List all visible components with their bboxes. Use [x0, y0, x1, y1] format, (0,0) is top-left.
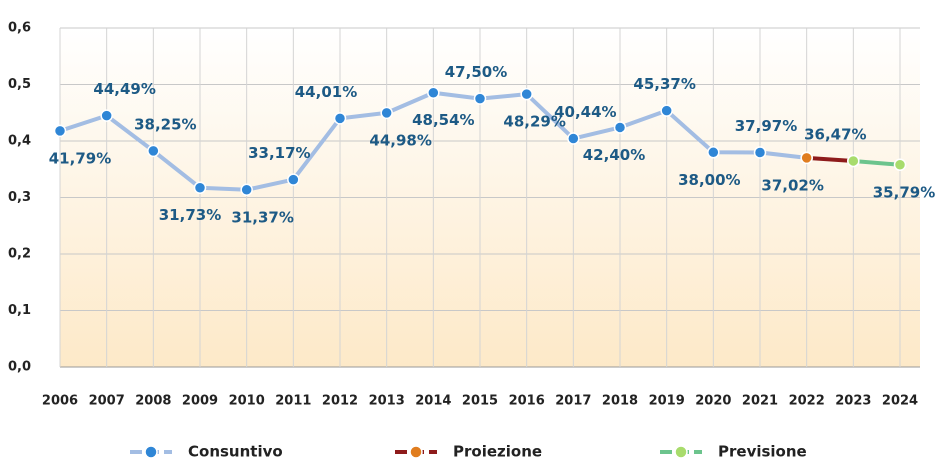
value-label: 35,79%	[873, 183, 935, 201]
x-tick-label: 2009	[182, 394, 218, 409]
value-label: 38,25%	[134, 115, 196, 133]
value-label: 38,00%	[678, 171, 740, 189]
value-label: 47,50%	[445, 63, 507, 81]
point	[800, 151, 813, 165]
value-label: 48,29%	[503, 113, 565, 131]
point	[847, 154, 860, 168]
point	[707, 146, 720, 159]
point	[240, 183, 253, 197]
point	[660, 104, 673, 117]
point	[427, 86, 440, 99]
value-label: 48,54%	[412, 111, 474, 129]
point	[473, 92, 487, 105]
x-tick-label: 2020	[695, 394, 731, 409]
point	[520, 87, 533, 101]
x-tick-label: 2024	[882, 394, 918, 409]
x-tick-label: 2023	[835, 394, 871, 409]
y-tick-label: 0,2	[8, 247, 31, 262]
y-tick-label: 0,4	[8, 134, 31, 149]
point	[567, 132, 580, 145]
point	[193, 181, 207, 194]
x-tick-label: 2006	[42, 394, 78, 409]
point	[147, 144, 160, 158]
value-label: 44,49%	[93, 80, 155, 98]
value-label: 37,97%	[735, 117, 797, 135]
x-tick-label: 2019	[649, 394, 685, 409]
value-label: 36,47%	[804, 125, 866, 143]
x-tick-label: 2007	[89, 394, 125, 409]
value-label: 41,79%	[49, 149, 111, 167]
value-label: 40,44%	[554, 103, 616, 121]
legend-marker	[674, 445, 688, 459]
y-tick-label: 0,0	[8, 360, 31, 375]
point	[380, 106, 393, 120]
x-tick-label: 2015	[462, 394, 498, 409]
series-line	[806, 155, 854, 163]
x-tick-label: 2018	[602, 394, 638, 409]
point	[613, 121, 627, 134]
point	[287, 173, 300, 186]
point	[893, 158, 907, 172]
value-label: 45,37%	[633, 75, 695, 93]
x-tick-label: 2022	[789, 394, 825, 409]
x-tick-label: 2017	[555, 394, 591, 409]
value-label: 37,02%	[761, 176, 823, 194]
y-tick-label: 0,6	[8, 21, 31, 36]
x-tick-label: 2008	[135, 394, 171, 409]
point	[753, 146, 767, 159]
x-tick-label: 2014	[415, 394, 451, 409]
value-label: 42,40%	[583, 146, 645, 164]
x-tick-label: 2021	[742, 394, 778, 409]
legend-marker	[409, 445, 423, 459]
point	[333, 112, 347, 125]
legend-marker	[144, 445, 158, 459]
x-tick-label: 2010	[229, 394, 265, 409]
point	[100, 109, 113, 122]
y-tick-label: 0,3	[8, 190, 31, 205]
point	[53, 124, 67, 138]
x-tick-label: 2013	[369, 394, 405, 409]
value-label: 44,01%	[295, 83, 357, 101]
series-line	[853, 158, 901, 167]
x-tick-label: 2011	[275, 394, 311, 409]
value-label: 31,73%	[159, 206, 221, 224]
x-tick-label: 2016	[509, 394, 545, 409]
legend-label: Consuntivo	[188, 443, 283, 461]
y-tick-label: 0,5	[8, 77, 31, 92]
legend-label: Previsione	[718, 443, 807, 461]
value-label: 31,37%	[231, 208, 293, 226]
y-tick-label: 0,1	[8, 303, 31, 318]
legend-label: Proiezione	[453, 443, 542, 461]
value-label: 44,98%	[369, 131, 431, 149]
value-label: 33,17%	[248, 144, 310, 162]
x-tick-label: 2012	[322, 394, 358, 409]
